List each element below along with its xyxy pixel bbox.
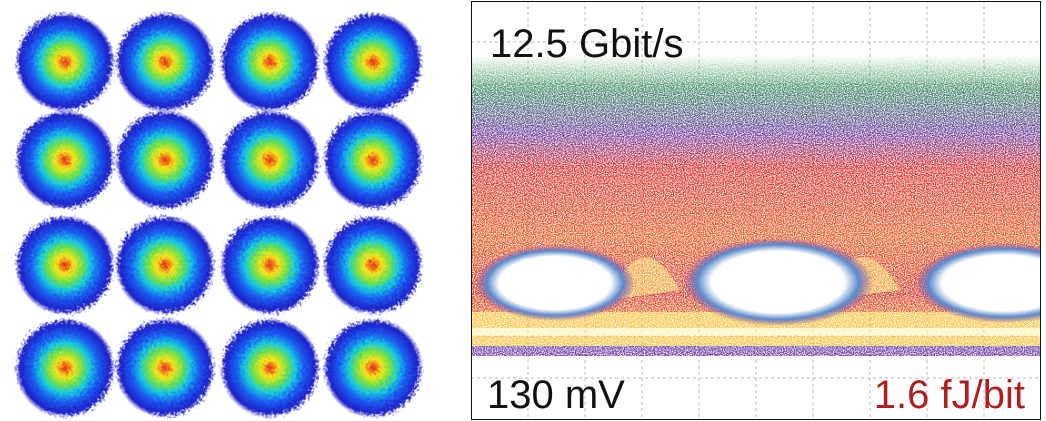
symbol-cluster [15,215,115,315]
symbol-cluster [323,215,423,315]
symbol-cluster [15,318,115,418]
symbol-cluster [220,318,320,418]
symbol-cluster [220,110,320,210]
symbol-cluster [15,110,115,210]
symbol-cluster [15,12,115,112]
constellation [15,12,423,418]
symbol-cluster [115,12,215,112]
symbol-cluster [115,110,215,210]
symbol-cluster [323,110,423,210]
rate-label: 12.5 Gbit/s [490,22,683,66]
symbol-cluster [220,12,320,112]
symbol-cluster [323,318,423,418]
eye-openings [475,238,1046,326]
symbol-cluster [323,12,423,112]
figure: 12.5 Gbit/s 130 mV 1.6 fJ/bit [0,0,1046,421]
energy-label: 1.6 fJ/bit [874,373,1025,417]
symbol-cluster [115,215,215,315]
voltage-label: 130 mV [487,373,625,417]
symbol-cluster [115,318,215,418]
symbol-cluster [220,215,320,315]
